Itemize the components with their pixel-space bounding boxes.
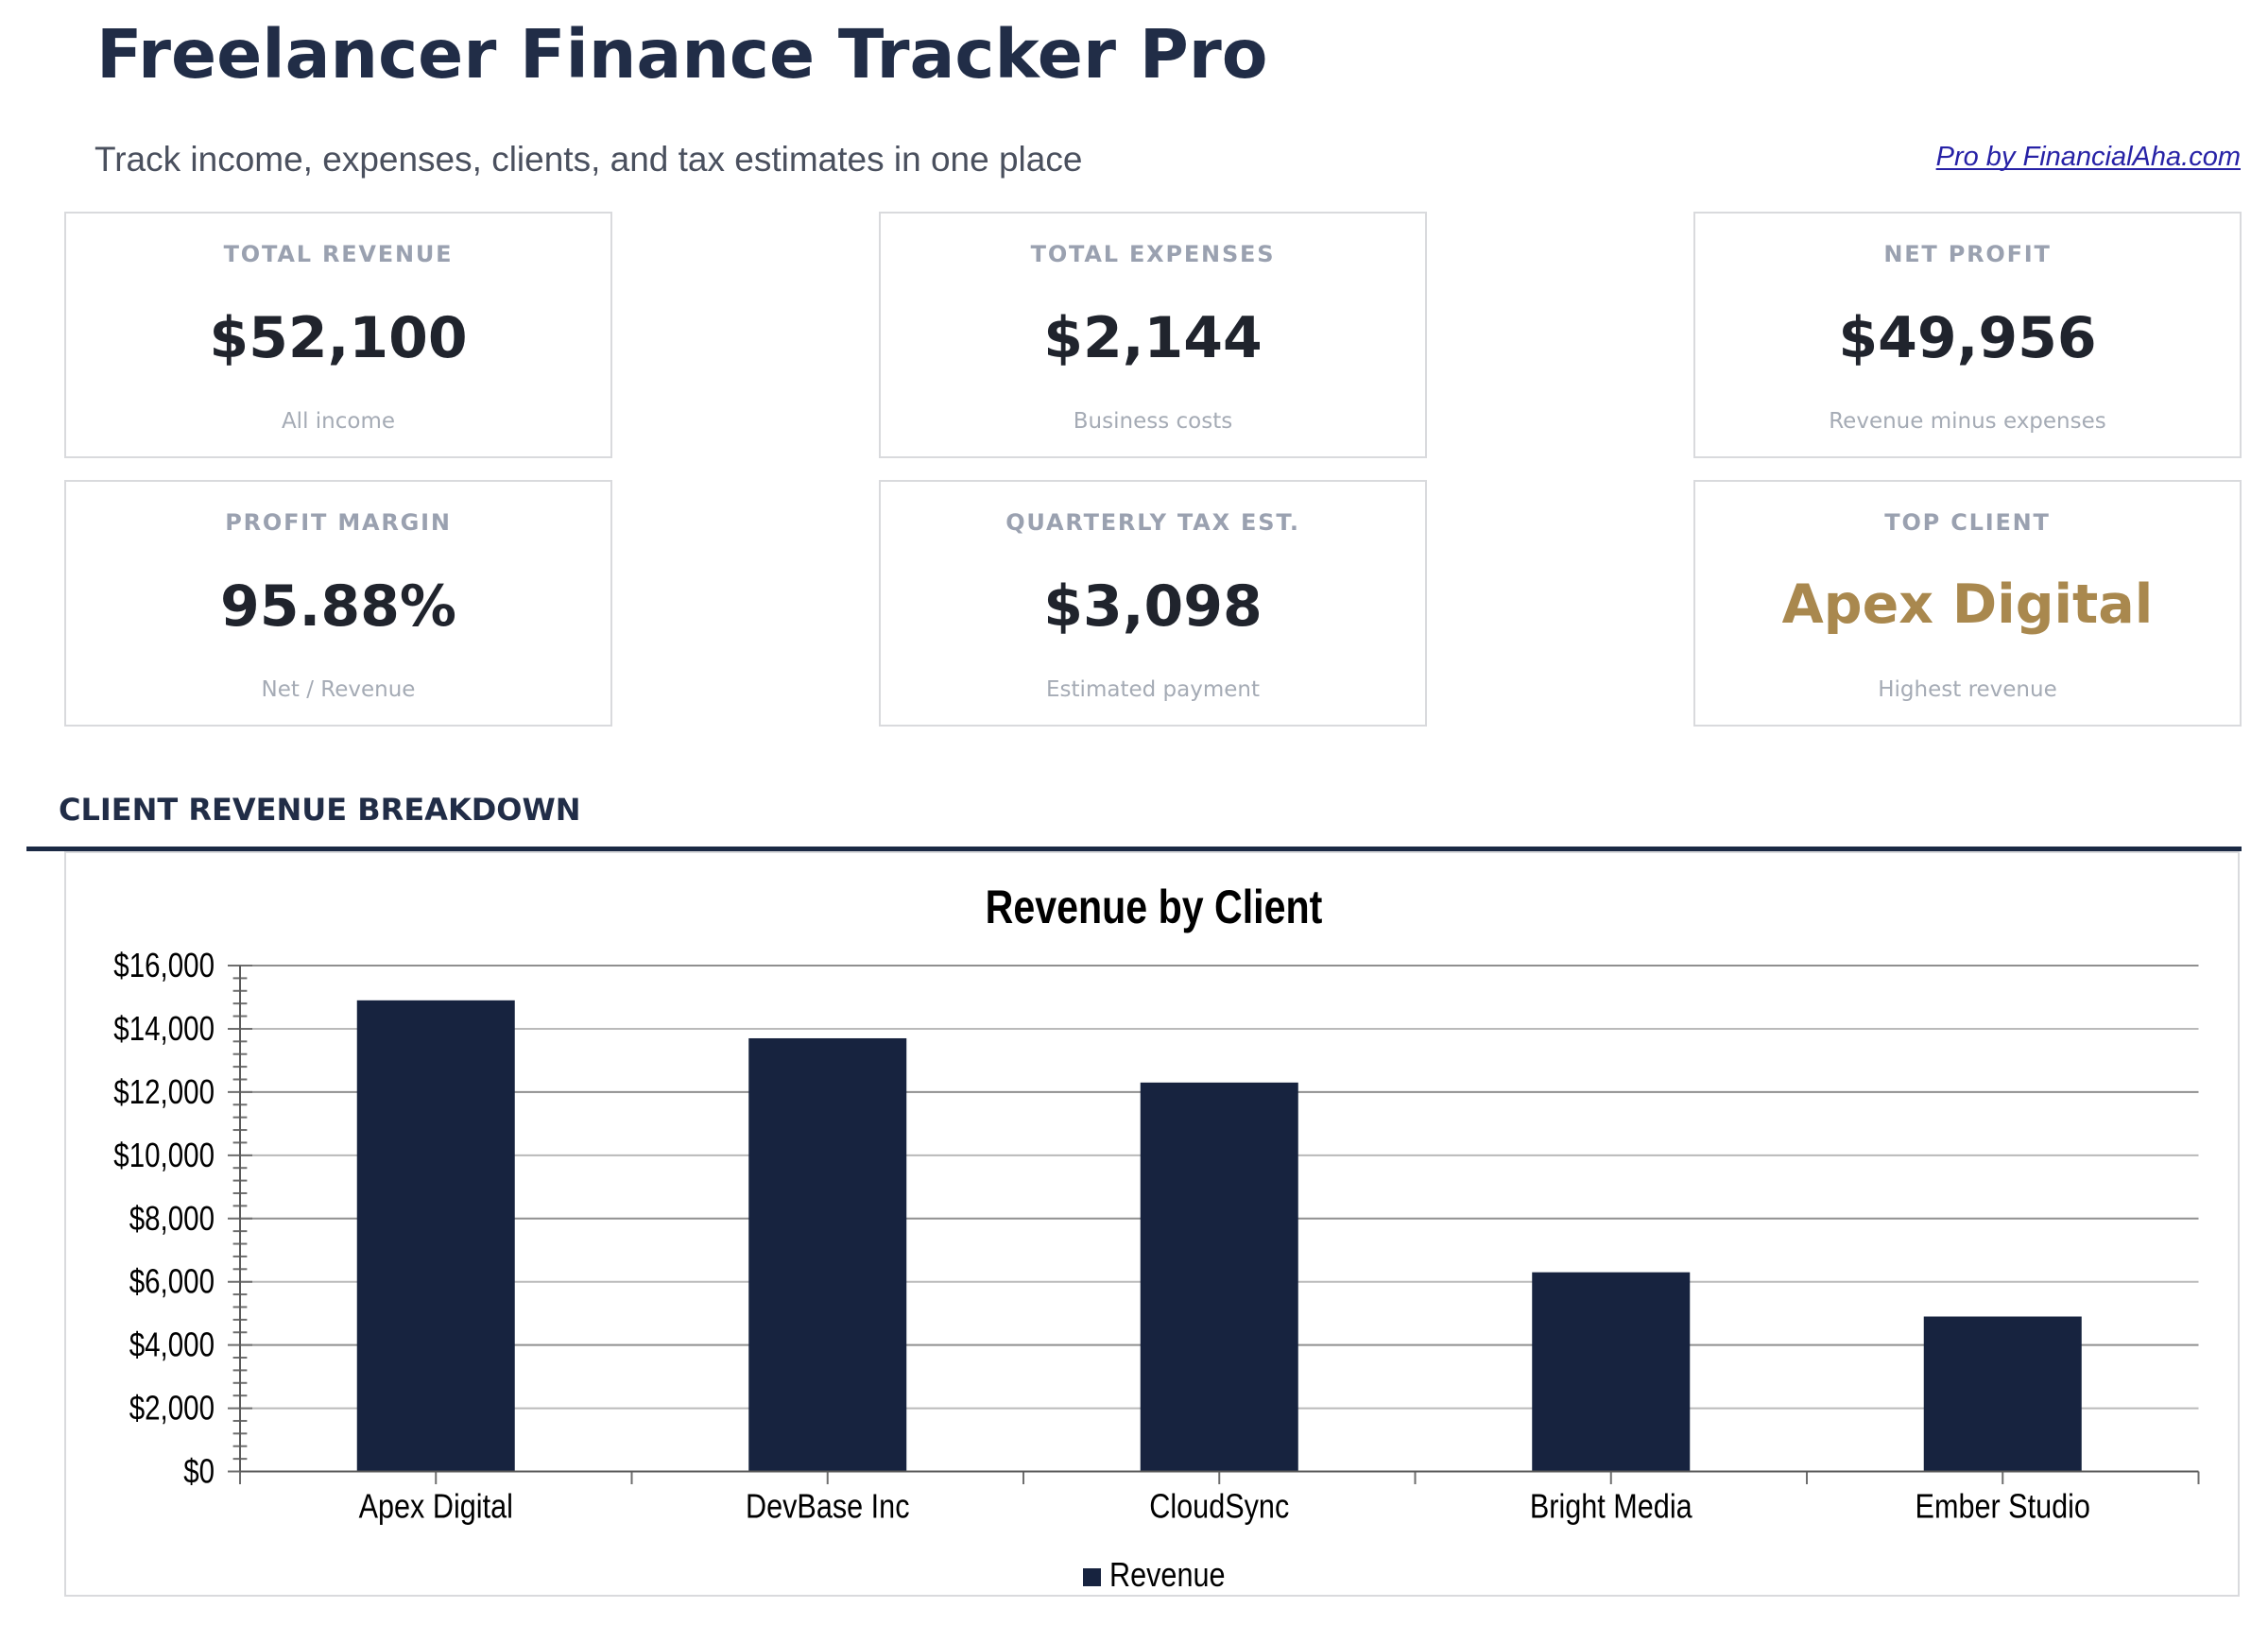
bar-cloudsync (1140, 1082, 1298, 1472)
category-label: Ember Studio (1916, 1487, 2090, 1526)
stat-sublabel: Revenue minus expenses (1829, 409, 2106, 434)
stat-sublabel: All income (281, 409, 396, 434)
stat-card-net-profit: NET PROFIT $49,956 Revenue minus expense… (1693, 212, 2242, 458)
legend-swatch (1083, 1568, 1101, 1586)
bar-devbase-inc (748, 1037, 907, 1472)
page-subtitle: Track income, expenses, clients, and tax… (94, 140, 1083, 179)
bar-bright-media (1532, 1272, 1691, 1472)
ytick-label: $8,000 (129, 1199, 215, 1238)
stat-sublabel: Highest revenue (1878, 677, 2057, 702)
stat-value: 95.88% (220, 573, 456, 640)
ytick-label: $4,000 (129, 1326, 215, 1364)
stat-label: TOTAL REVENUE (223, 241, 454, 267)
stat-sublabel: Net / Revenue (261, 677, 416, 702)
stat-card-top-client: TOP CLIENT Apex Digital Highest revenue (1693, 480, 2242, 727)
revenue-bar-chart: Revenue by Client $0 $2,000 $4,000 $6,000 $8,… (113, 881, 2200, 1594)
stat-value: $52,100 (209, 305, 468, 371)
stat-card-quarterly-tax: QUARTERLY TAX EST. $3,098 Estimated paym… (879, 480, 1427, 727)
stat-label: TOP CLIENT (1884, 509, 2051, 536)
ytick-label: $14,000 (113, 1009, 215, 1048)
category-label: Apex Digital (359, 1487, 513, 1526)
section-heading: CLIENT REVENUE BREAKDOWN (59, 792, 581, 828)
stat-sublabel: Business costs (1073, 409, 1233, 434)
bar-apex-digital (356, 1000, 515, 1472)
legend-label: Revenue (1109, 1555, 1226, 1594)
category-label: DevBase Inc (746, 1487, 910, 1526)
ytick-label: $0 (183, 1452, 215, 1491)
ytick-label: $10,000 (113, 1136, 215, 1174)
section-divider (26, 847, 2242, 851)
chart-title: Revenue by Client (986, 881, 1323, 933)
ytick-label: $16,000 (113, 946, 215, 984)
ytick-label: $2,000 (129, 1389, 215, 1428)
stat-label: TOTAL EXPENSES (1030, 241, 1276, 267)
stat-value: $3,098 (1043, 573, 1263, 640)
stat-card-profit-margin: PROFIT MARGIN 95.88% Net / Revenue (64, 480, 612, 727)
chart-panel: Revenue by Client $0 $2,000 $4,000 $6,000 $8,… (64, 851, 2240, 1597)
category-label: Bright Media (1530, 1487, 1693, 1526)
stat-card-total-revenue: TOTAL REVENUE $52,100 All income (64, 212, 612, 458)
stat-value: $2,144 (1043, 305, 1263, 371)
stat-label: NET PROFIT (1883, 241, 2052, 267)
stat-label: QUARTERLY TAX EST. (1005, 509, 1300, 536)
bar-ember-studio (1923, 1316, 2082, 1472)
stat-value: $49,956 (1838, 305, 2097, 371)
stat-value-top-client: Apex Digital (1781, 573, 2154, 636)
page-title: Freelancer Finance Tracker Pro (96, 15, 1268, 94)
ytick-label: $12,000 (113, 1072, 215, 1111)
stat-sublabel: Estimated payment (1046, 677, 1260, 702)
stat-label: PROFIT MARGIN (225, 509, 452, 536)
stats-grid: TOTAL REVENUE $52,100 All income TOTAL E… (64, 212, 2242, 727)
category-label: CloudSync (1149, 1487, 1289, 1526)
stat-card-total-expenses: TOTAL EXPENSES $2,144 Business costs (879, 212, 1427, 458)
ytick-label: $6,000 (129, 1262, 215, 1301)
brand-link[interactable]: Pro by FinancialAha.com (1935, 142, 2241, 172)
